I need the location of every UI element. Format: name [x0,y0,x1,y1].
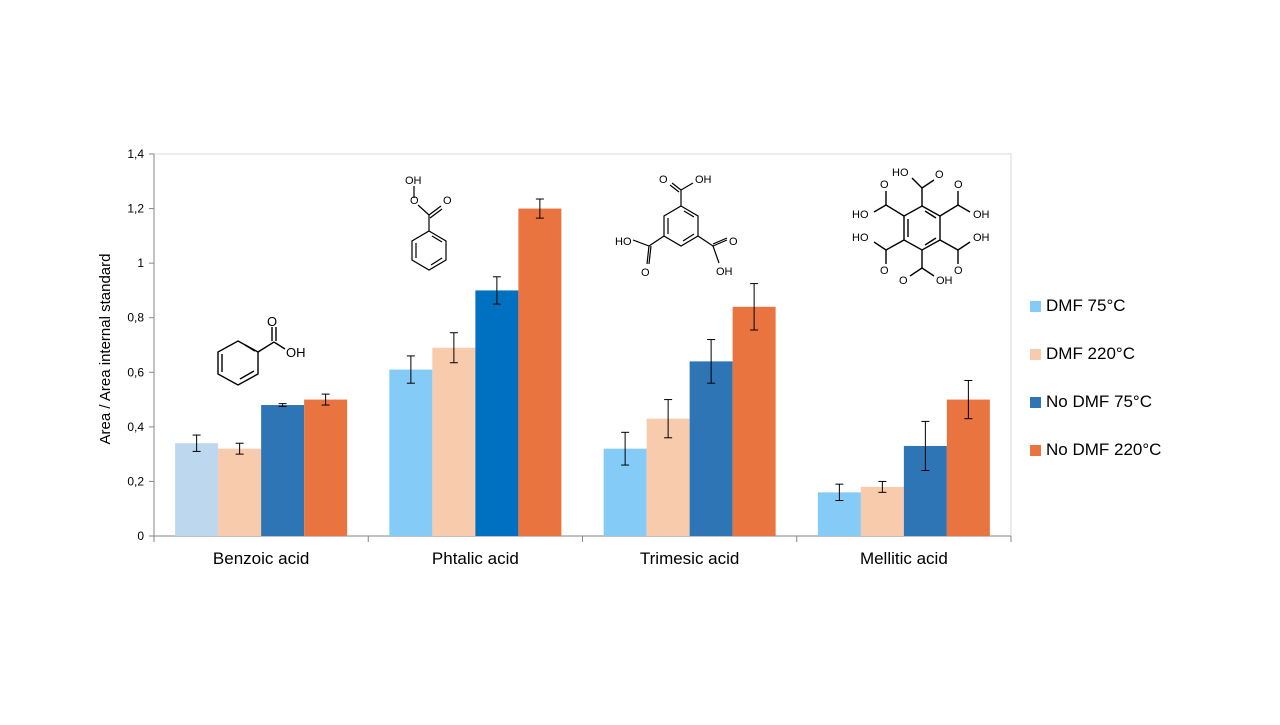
legend: DMF 75°C DMF 220°C No DMF 75°C No DMF 22… [1030,282,1161,474]
x-tick-label: Trimesic acid [640,549,740,568]
phtalic-o-label: O [443,195,452,207]
mellitic-o-ul: O [880,179,889,191]
legend-label: No DMF 75°C [1046,392,1152,411]
bar [389,369,433,536]
mellitic-oh-bottom: OH [936,275,953,287]
mellitic-ho-ul: HO [852,209,869,221]
phtalic-o2-label: O [410,195,419,207]
x-tick-label: Phtalic acid [432,549,519,568]
legend-label: DMF 75°C [1046,296,1126,315]
y-axis-label: Area / Area internal standard [97,254,114,445]
mellitic-o-bottom: O [899,275,908,287]
y-tick-label: 1 [137,256,144,270]
mellitic-oh-ur: OH [973,209,990,221]
legend-label: DMF 220°C [1046,344,1135,363]
mellitic-o-ll: O [880,265,889,277]
bar [261,405,305,536]
mellitic-acid-structure: HO O O O HO OH HO OH O O O OH [852,167,990,287]
carbonyl-o-label: O [267,314,277,329]
legend-swatch [1030,444,1041,456]
mellitic-o-lr: O [954,265,963,277]
y-tick-label: 1,4 [127,147,144,161]
trimesic-oh-top: OH [695,174,712,186]
mellitic-ho-top: HO [892,167,909,179]
y-tick-label: 0 [137,529,144,543]
y-tick-label: 0,6 [127,365,144,379]
bar [732,306,776,536]
trimesic-ho-left: HO [615,236,632,248]
axes: 0 0,2 0,4 0,6 0,8 1 1,2 1,4 Benzoic acid Phtalic … [127,147,1012,568]
legend-label: No DMF 220°C [1046,440,1162,459]
bar [689,361,733,536]
y-tick-label: 0,2 [127,474,144,488]
y-tick-label: 0,8 [127,311,144,325]
legend-item-no-dmf-75: No DMF 75°C [1030,378,1161,426]
x-tick-label: Benzoic acid [213,549,309,568]
mellitic-oh-lr: OH [973,232,990,244]
trimesic-oh-right: OH [716,266,733,278]
legend-swatch [1030,396,1041,408]
bar [518,208,562,537]
bar [860,486,904,536]
bar [946,399,990,536]
trimesic-acid-structure: O OH O OH HO O [615,174,738,279]
error-bars [192,198,973,502]
legend-swatch [1030,300,1041,312]
bar [175,443,219,536]
bar [304,399,348,536]
mellitic-ho-ll: HO [852,232,869,244]
trimesic-o-left: O [641,267,650,279]
bar [432,347,476,536]
benzoic-acid-structure: O OH [217,314,306,386]
bar [475,290,519,536]
bars [175,208,990,537]
y-tick-label: 1,2 [127,202,144,216]
legend-item-dmf-220: DMF 220°C [1030,330,1161,378]
trimesic-o-top: O [659,174,668,186]
bar [218,448,262,536]
legend-item-no-dmf-220: No DMF 220°C [1030,426,1161,474]
legend-item-dmf-75: DMF 75°C [1030,282,1161,330]
y-tick-label: 0,4 [127,420,144,434]
mellitic-o-ur: O [954,179,963,191]
phtalic-oh-label: OH [405,175,422,187]
x-tick-label: Mellitic acid [860,549,948,568]
hydroxyl-label: OH [286,345,306,360]
legend-swatch [1030,348,1041,360]
phtalic-acid-structure: O O OH [405,175,452,271]
trimesic-o-right: O [729,236,738,248]
mellitic-o-top: O [935,169,944,181]
